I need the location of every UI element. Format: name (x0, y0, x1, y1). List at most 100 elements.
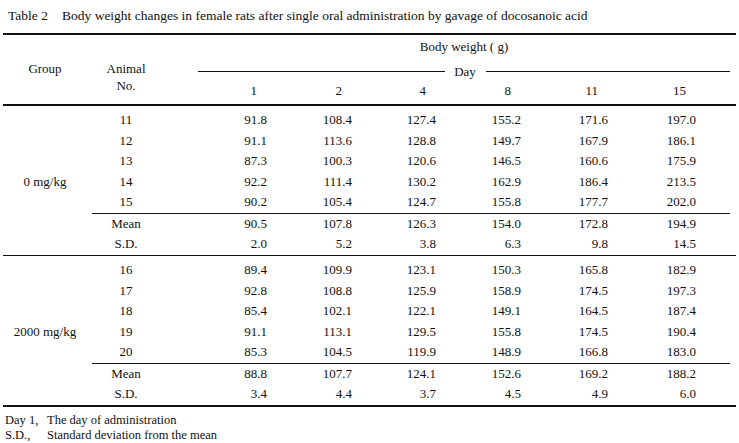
mean-value: 107.7 (267, 366, 352, 382)
weight-value: 155.8 (436, 324, 521, 340)
sd-value: 4.9 (521, 386, 608, 402)
weight-value: 197.3 (608, 283, 696, 299)
weight-value: 92.8 (162, 283, 267, 299)
weight-value: 87.3 (162, 153, 267, 169)
weight-value: 148.9 (436, 344, 521, 360)
weight-value: 102.1 (267, 303, 352, 319)
weight-value: 187.4 (608, 303, 696, 319)
sd-value: 2.0 (162, 236, 267, 252)
mean-value: 152.6 (436, 366, 521, 382)
weight-value: 128.8 (352, 133, 436, 149)
mean-value: 107.8 (267, 216, 352, 232)
animal-header-line2: No. (90, 77, 162, 94)
day-col-header: 1 (162, 83, 267, 99)
table-row: 1792.8108.8125.9158.9174.5197.3 (0, 281, 739, 302)
mean-value: 172.8 (521, 216, 608, 232)
footnote-term: S.D., (5, 428, 47, 443)
footnote: S.D.,Standard deviation from the mean (5, 428, 739, 443)
mean-label: Mean (90, 216, 162, 232)
group-column-header: Group (0, 60, 90, 77)
weight-value: 92.2 (162, 174, 267, 190)
mean-value: 88.8 (162, 366, 267, 382)
sd-value: 6.3 (436, 236, 521, 252)
weight-value: 190.4 (608, 324, 696, 340)
animal-no: 20 (90, 344, 162, 360)
animal-rows: 1689.4109.9123.1150.3165.8182.91792.8108… (0, 256, 739, 363)
table-row: 1291.1113.6128.8149.7167.9186.1 (0, 131, 739, 152)
weight-value: 105.4 (267, 194, 352, 210)
table-number: Table 2 (8, 8, 62, 24)
animal-header-line1: Animal (90, 60, 162, 77)
weight-value: 123.1 (352, 262, 436, 278)
table-caption: Table 2Body weight changes in female rat… (0, 0, 739, 32)
sd-row: S.D.3.44.43.74.54.96.0 (0, 384, 739, 405)
weight-value: 177.7 (521, 194, 608, 210)
weight-value: 130.2 (352, 174, 436, 190)
day-header: Day (444, 64, 486, 80)
body-weight-header: Body weight ( g) (198, 39, 730, 55)
animal-no: 17 (90, 283, 162, 299)
mean-value: 124.1 (352, 366, 436, 382)
weight-value: 155.2 (436, 112, 521, 128)
group-block-1: 1689.4109.9123.1150.3165.8182.91792.8108… (0, 256, 739, 405)
bottom-rule (3, 405, 736, 407)
animal-column-header: Animal No. (90, 60, 162, 94)
mean-value: 90.5 (162, 216, 267, 232)
day-col-header: 2 (267, 83, 352, 99)
animal-no: 16 (90, 262, 162, 278)
animal-no: 14 (90, 174, 162, 190)
weight-value: 85.4 (162, 303, 267, 319)
mean-value: 188.2 (608, 366, 696, 382)
table-row: 1590.2105.4124.7155.8177.7202.0 (0, 192, 739, 213)
sd-value: 4.5 (436, 386, 521, 402)
mean-row: Mean90.5107.8126.3154.0172.8194.9 (0, 214, 739, 235)
weight-value: 108.4 (267, 112, 352, 128)
weight-value: 91.8 (162, 112, 267, 128)
weight-value: 124.7 (352, 194, 436, 210)
weight-value: 202.0 (608, 194, 696, 210)
day-rule-right (486, 71, 730, 72)
sd-value: 4.4 (267, 386, 352, 402)
footnote-desc: The day of administration (47, 413, 176, 429)
group-block-0: 1191.8108.4127.4155.2171.6197.01291.1113… (0, 106, 739, 255)
table-row: 1689.4109.9123.1150.3165.8182.9 (0, 260, 739, 281)
table-row: 0 mg/kg1492.2111.4130.2162.9186.4213.5 (0, 172, 739, 193)
sd-label: S.D. (90, 386, 162, 402)
table-row: 2000 mg/kg1991.1113.1129.5155.8174.5190.… (0, 322, 739, 343)
weight-value: 158.9 (436, 283, 521, 299)
day-col-header: 8 (436, 83, 521, 99)
animal-no: 18 (90, 303, 162, 319)
sd-value: 3.8 (352, 236, 436, 252)
mean-row: Mean88.8107.7124.1152.6169.2188.2 (0, 364, 739, 385)
weight-value: 120.6 (352, 153, 436, 169)
weight-value: 174.5 (521, 324, 608, 340)
weight-value: 160.6 (521, 153, 608, 169)
group-label: 0 mg/kg (0, 174, 90, 190)
weight-value: 171.6 (521, 112, 608, 128)
mean-value: 194.9 (608, 216, 696, 232)
table-row: 1191.8108.4127.4155.2171.6197.0 (0, 110, 739, 131)
weight-value: 113.6 (267, 133, 352, 149)
sd-value: 14.5 (608, 236, 696, 252)
weight-value: 182.9 (608, 262, 696, 278)
weight-value: 91.1 (162, 133, 267, 149)
table-header: Body weight ( g) Group Animal No. Day 12… (0, 35, 739, 104)
weight-value: 127.4 (352, 112, 436, 128)
weight-value: 165.8 (521, 262, 608, 278)
animal-no: 13 (90, 153, 162, 169)
weight-value: 197.0 (608, 112, 696, 128)
weight-value: 113.1 (267, 324, 352, 340)
mean-label: Mean (90, 366, 162, 382)
footnote: Day 1,The day of administration (5, 413, 739, 429)
sd-value: 9.8 (521, 236, 608, 252)
table-row: 2085.3104.5119.9148.9166.8183.0 (0, 342, 739, 363)
weight-value: 100.3 (267, 153, 352, 169)
table-row: 1885.4102.1122.1149.1164.5187.4 (0, 301, 739, 322)
weight-value: 186.4 (521, 174, 608, 190)
animal-rows: 1191.8108.4127.4155.2171.6197.01291.1113… (0, 106, 739, 213)
day-number-headers: 12481115 (162, 83, 696, 99)
day-col-header: 4 (352, 83, 436, 99)
sd-label: S.D. (90, 236, 162, 252)
weight-value: 90.2 (162, 194, 267, 210)
weight-value: 129.5 (352, 324, 436, 340)
